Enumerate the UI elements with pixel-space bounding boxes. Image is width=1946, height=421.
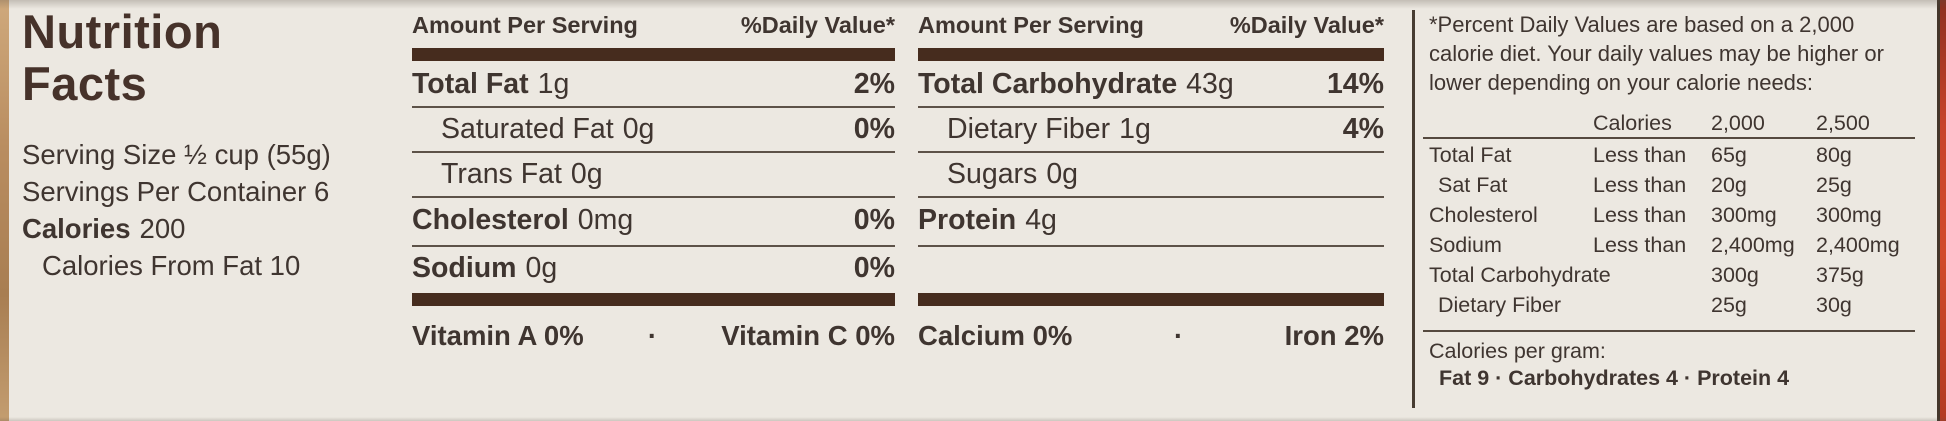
nutrient-name: Sodium — [412, 251, 517, 284]
amount-per-serving-heading: Amount Per Serving — [412, 12, 638, 38]
nutrient-dv: 14% — [1326, 67, 1384, 100]
nutrient-amount: 0g — [622, 112, 655, 145]
dot-separator: · — [1173, 320, 1184, 351]
separator-line — [918, 106, 1384, 108]
col-2000-header: 2,000 — [1711, 111, 1765, 135]
nutrient-amount: 0g — [570, 157, 603, 190]
table-header-underline — [1423, 137, 1915, 139]
nutrient-amount: 0mg — [577, 203, 634, 236]
nutrient-column-fat: Amount Per Serving %Daily Value* Total F… — [412, 0, 895, 421]
nutrient-row-dietary-fiber: Dietary Fiber 1g 4% — [918, 111, 1384, 147]
calories-per-gram-label: Calories per gram: — [1429, 339, 1606, 363]
calories-line: Calories 200 — [22, 210, 382, 247]
package-left-edge — [0, 0, 9, 421]
servings-per-container: Servings Per Container 6 — [22, 176, 330, 207]
separator-line — [918, 151, 1384, 153]
calories-column-header: Calories — [1593, 111, 1672, 135]
table-row: Dietary Fiber 25g 30g — [1438, 293, 1852, 317]
nutrient-dv: 0% — [853, 251, 895, 284]
label-title: Nutrition Facts — [22, 6, 382, 110]
daily-value-footnote: *Percent Daily Values are based on a 2,0… — [1429, 10, 1884, 97]
label-identity-section: Nutrition Facts Serving Size ½ cup (55g)… — [22, 6, 382, 284]
vitamin-a-value: Vitamin A 0% — [412, 320, 584, 351]
nutrient-column-carbohydrate: Amount Per Serving %Daily Value* Total C… — [918, 0, 1384, 421]
package-right-edge — [1940, 0, 1946, 421]
iron-value: Iron 2% — [1284, 320, 1384, 351]
calories-from-fat: Calories From Fat 10 — [42, 250, 301, 281]
table-row: Sodium Less than 2,400mg 2,400mg — [1429, 233, 1900, 257]
daily-value-heading: %Daily Value* — [1229, 12, 1384, 38]
nutrient-amount: 1g — [1119, 112, 1151, 145]
column1-header: Amount Per Serving %Daily Value* — [412, 12, 895, 39]
serving-size: Serving Size ½ cup (55g) — [22, 139, 331, 170]
divider-bar — [412, 48, 895, 61]
nutrient-row-total-carbohydrate: Total Carbohydrate 43g 14% — [918, 66, 1384, 102]
top-shadow — [0, 0, 1946, 9]
nutrient-dv: 0% — [853, 112, 895, 145]
nutrient-dv: 2% — [853, 67, 895, 100]
nutrient-row-protein: Protein 4g — [918, 202, 1384, 238]
footnote-line1: *Percent Daily Values are based on a 2,0… — [1429, 12, 1855, 37]
nutrient-amount: 4g — [1025, 203, 1057, 236]
mineral-row: Calcium 0% · Iron 2% — [918, 317, 1384, 355]
calories-per-gram-values: Fat 9 · Carbohydrates 4 · Protein 4 — [1439, 366, 1790, 390]
nutrient-name: Dietary Fiber — [947, 112, 1111, 145]
amount-per-serving-heading: Amount Per Serving — [918, 12, 1144, 38]
nutrient-name: Trans Fat — [441, 157, 562, 190]
nutrient-dv: 4% — [1342, 112, 1384, 145]
nutrient-row-trans-fat: Trans Fat 0g — [412, 156, 895, 192]
nutrient-name: Saturated Fat — [441, 112, 614, 145]
bottom-shadow — [0, 417, 1946, 421]
separator-line — [918, 245, 1384, 247]
footnote-section: *Percent Daily Values are based on a 2,0… — [1423, 0, 1921, 421]
separator-line — [412, 196, 895, 198]
nutrient-row-total-fat: Total Fat 1g 2% — [412, 66, 895, 102]
footnote-line2: calorie diet. Your daily values may be h… — [1429, 41, 1884, 66]
serving-info: Serving Size ½ cup (55g) Servings Per Co… — [22, 136, 382, 284]
separator-line — [412, 106, 895, 108]
nutrient-row-sugars: Sugars 0g — [918, 156, 1384, 192]
nutrient-amount: 0g — [525, 251, 558, 284]
table-row: Total Fat Less than 65g 80g — [1429, 143, 1852, 167]
nutrient-name: Cholesterol — [412, 203, 569, 236]
daily-value-heading: %Daily Value* — [740, 12, 895, 38]
column2-header: Amount Per Serving %Daily Value* — [918, 12, 1384, 39]
table-row: Cholesterol Less than 300mg 300mg — [1429, 203, 1882, 227]
calcium-value: Calcium 0% — [918, 320, 1073, 351]
calories-value: 200 — [139, 213, 186, 244]
label-right-border — [1937, 0, 1940, 421]
separator-line — [412, 151, 895, 153]
nutrient-row-saturated-fat: Saturated Fat 0g 0% — [412, 111, 895, 147]
divider-bar — [412, 293, 895, 306]
dot-separator: · — [647, 320, 658, 351]
table-row: Sat Fat Less than 20g 25g — [1438, 173, 1852, 197]
nutrient-amount: 1g — [537, 67, 570, 100]
table-row: Total Carbohydrate 300g 375g — [1429, 263, 1864, 287]
nutrient-name: Protein — [918, 203, 1017, 236]
label-title-line1: Nutrition — [22, 5, 223, 58]
footnote-line3: lower depending on your calorie needs: — [1429, 70, 1814, 95]
vitamin-c-value: Vitamin C 0% — [721, 320, 895, 351]
nutrient-amount: 0g — [1046, 157, 1079, 190]
vertical-divider — [1412, 10, 1415, 408]
nutrient-dv: 0% — [853, 203, 895, 236]
nutrient-name: Sugars — [947, 157, 1038, 190]
divider-bar — [918, 293, 1384, 306]
nutrient-row-sodium: Sodium 0g 0% — [412, 250, 895, 286]
label-title-line2: Facts — [22, 57, 148, 110]
calories-label: Calories — [22, 213, 131, 244]
col-2500-header: 2,500 — [1816, 111, 1870, 135]
separator-line — [412, 245, 895, 247]
separator-line — [918, 196, 1384, 198]
nutrient-name: Total Carbohydrate — [918, 67, 1178, 100]
calories-per-gram-divider — [1423, 330, 1915, 332]
vitamin-row: Vitamin A 0% · Vitamin C 0% — [412, 317, 895, 355]
divider-bar — [918, 48, 1384, 61]
table-header-row: Calories 2,000 2,500 — [1429, 110, 1921, 140]
nutrient-amount: 43g — [1186, 67, 1234, 100]
nutrient-row-cholesterol: Cholesterol 0mg 0% — [412, 202, 895, 238]
nutrient-name: Total Fat — [412, 67, 529, 100]
